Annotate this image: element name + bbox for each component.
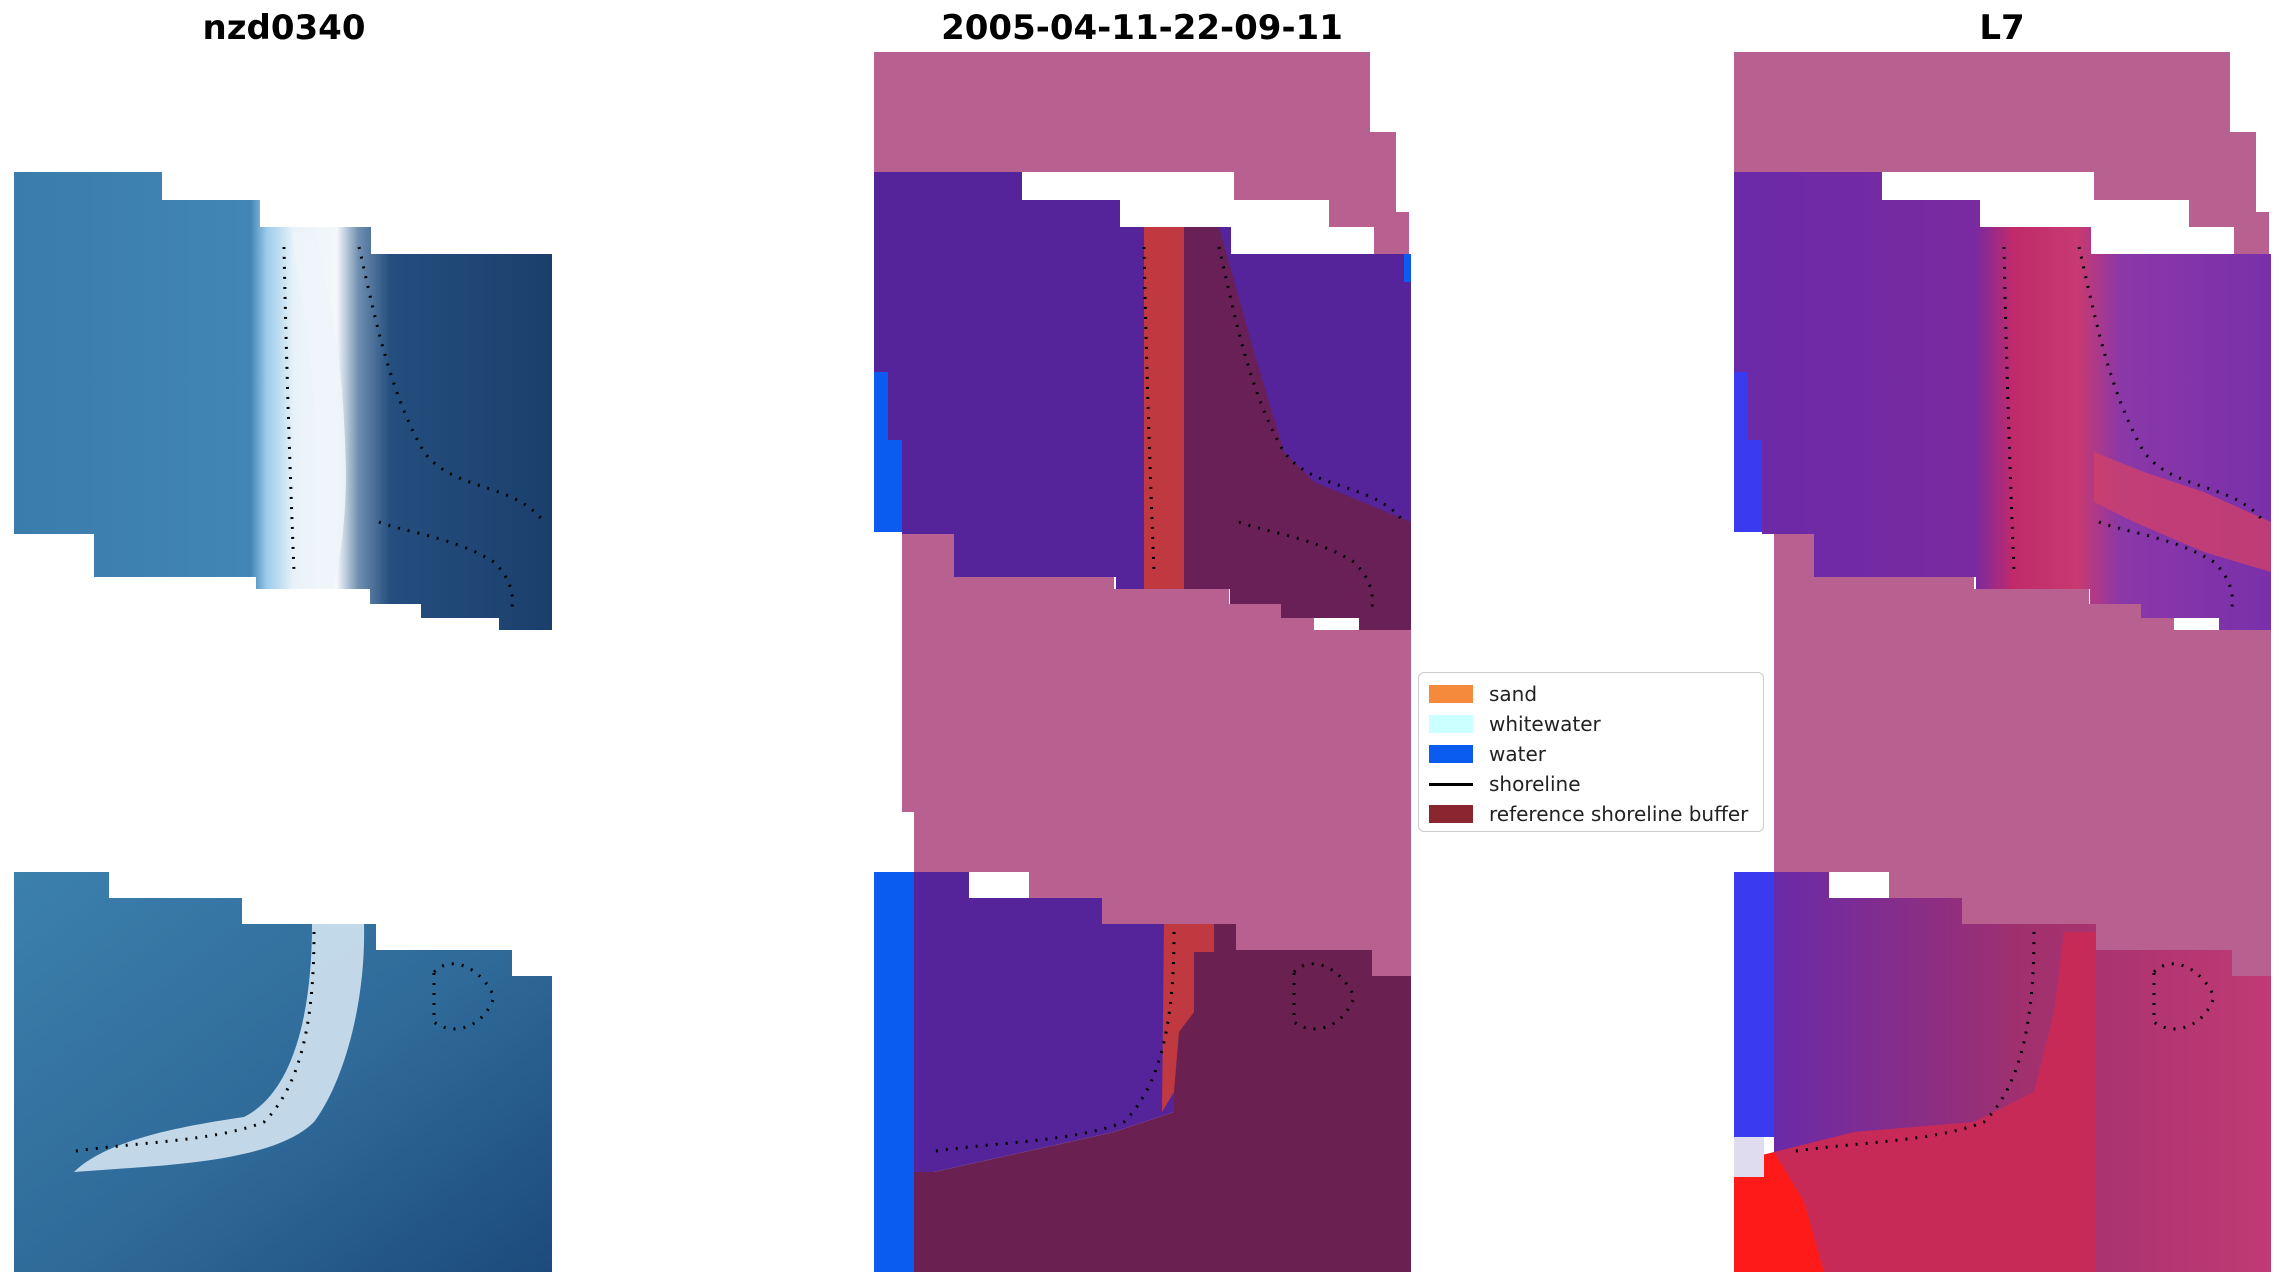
legend-label: whitewater [1489,712,1601,736]
shoreline-line-icon [1429,782,1473,786]
buffer-dark-bottom [914,924,1411,1272]
classification-panel [874,52,1414,1272]
rgb-image [14,172,552,1272]
index-shoreline-bottom-1 [1788,931,2036,1154]
water-swatch [1429,745,1473,763]
rgb-white-surf [292,232,346,589]
legend-label: reference shoreline buffer [1489,802,1749,826]
index-shoreline-top-3 [2098,520,2234,608]
legend-label: shoreline [1489,772,1581,796]
index-nodata-middle [1774,534,2271,976]
rgb-image-panel [14,52,554,1272]
index-red-diagonal [2094,452,2271,572]
legend-item-sand: sand [1429,679,1753,709]
rgb-shoreline-bottom-1 [68,931,316,1154]
left-panel-title: nzd0340 [202,8,366,48]
rgb-bottom-block [14,872,552,1272]
reference-buffer-swatch [1429,805,1473,823]
bright-water-bottom [874,872,914,1272]
index-top-block [1734,172,2271,630]
legend-item-whitewater: whitewater [1429,709,1753,739]
buffer-strip-bottom [1162,924,1214,1112]
index-bottom-red-floor [1774,932,2096,1272]
rgb-top-block [14,172,552,630]
legend-label: water [1489,742,1546,766]
index-blue-top [1734,372,1762,532]
nodata-middle [902,534,1411,976]
middle-panel-title: 2005-04-11-22-09-11 [941,8,1343,48]
legend-item-shoreline: shoreline [1429,769,1753,799]
legend: sand whitewater water shoreline referenc… [1418,672,1764,832]
index-white-patch [1734,1137,1764,1177]
bright-water-top [874,372,902,532]
index-bright-red-corner [1734,1152,1824,1272]
classification-image [874,52,1411,1272]
class-shoreline-top-2 [1217,246,1406,523]
buffer-dark-top [1184,227,1411,630]
sand-swatch [1429,685,1473,703]
right-panel-title: L7 [1979,8,2025,48]
index-image [1734,52,2271,1272]
rgb-shoreline-top-2 [357,246,546,523]
rgb-shoreline-top-3 [378,520,514,608]
class-shoreline-top-3 [1238,520,1374,608]
index-panel [1734,52,2274,1272]
index-blue-bottom [1734,872,1774,1137]
legend-item-reference-buffer: reference shoreline buffer [1429,799,1753,829]
index-nodata-top [1734,52,2269,254]
class-shoreline-bottom-1 [928,931,1176,1154]
legend-label: sand [1489,682,1538,706]
whitewater-swatch [1429,715,1473,733]
buffer-strip-top [1144,227,1184,589]
index-shoreline-top-2 [2077,246,2266,523]
class-water-bottom [914,872,1174,1172]
legend-item-water: water [1429,739,1753,769]
bright-water-edge [1404,254,1411,282]
nodata-top [874,52,1409,254]
rgb-bottom-surf [74,924,365,1172]
